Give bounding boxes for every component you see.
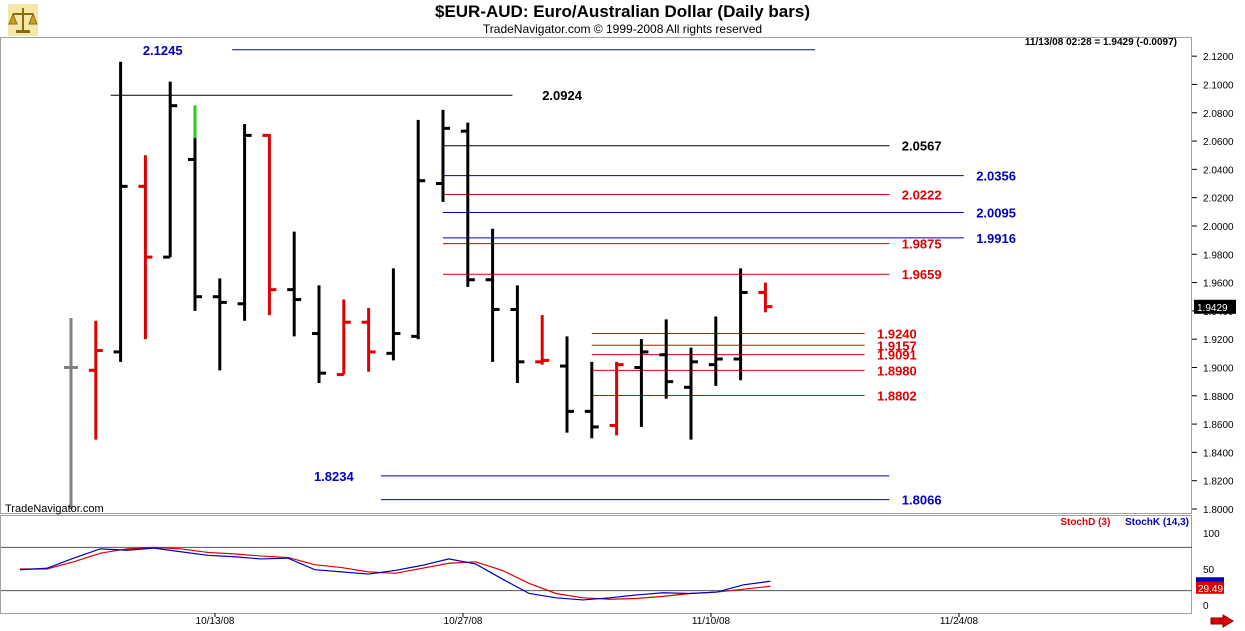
stochastic-panel: 100 50 0 29.49 bbox=[1, 529, 1224, 612]
level-label: 2.0567 bbox=[902, 139, 942, 154]
level-label: 1.9091 bbox=[877, 348, 917, 363]
stoch-k-last-box bbox=[1196, 577, 1224, 587]
stoch-d-last-label: 29.49 bbox=[1198, 584, 1223, 595]
ohlc-bar bbox=[113, 61, 128, 362]
ohlc-bar bbox=[584, 361, 599, 439]
ohlc-bar bbox=[64, 317, 78, 509]
ohlc-bar bbox=[510, 285, 525, 384]
chart-subtitle: TradeNavigator.com © 1999-2008 All right… bbox=[482, 22, 763, 36]
ohlc-bar bbox=[684, 347, 698, 440]
stochastic-legend: StochD (3) StochK (14,3) bbox=[1060, 517, 1189, 528]
stoch-tick-label: 50 bbox=[1203, 565, 1215, 576]
level-label: 2.0222 bbox=[902, 188, 942, 203]
ohlc-bar bbox=[609, 361, 624, 436]
date-tick-label: 11/10/08 bbox=[692, 616, 731, 627]
ohlc-bar bbox=[386, 268, 401, 361]
ohlc-bar bbox=[287, 231, 302, 337]
price-tick-label: 1.9800 bbox=[1203, 250, 1234, 261]
last-price-label: 1.9429 bbox=[1197, 303, 1228, 314]
level-label: 1.8066 bbox=[902, 493, 942, 508]
price-panel-border bbox=[0, 37, 1192, 514]
watermark-label: TradeNavigator.com bbox=[5, 503, 104, 515]
level-label: 1.8234 bbox=[314, 469, 355, 484]
level-label: 1.9916 bbox=[976, 231, 1016, 246]
stoch-tick-label: 0 bbox=[1203, 601, 1209, 612]
price-tick-label: 2.0600 bbox=[1203, 137, 1234, 148]
ohlc-bar bbox=[163, 81, 178, 259]
logo-icon bbox=[8, 4, 38, 36]
ohlc-bars bbox=[64, 61, 773, 509]
date-tick-label: 10/13/08 bbox=[196, 616, 235, 627]
level-label: 1.9157 bbox=[877, 338, 917, 353]
ohlc-bar bbox=[708, 316, 723, 386]
price-tick-label: 1.8400 bbox=[1203, 448, 1234, 459]
last-price-box bbox=[1194, 299, 1236, 314]
stoch-k-line bbox=[19, 547, 771, 601]
chart-frame bbox=[0, 37, 1192, 614]
ohlc-bar bbox=[188, 105, 202, 311]
ohlc-bar bbox=[262, 133, 277, 316]
ohlc-bar bbox=[560, 336, 574, 433]
price-tick-label: 2.1200 bbox=[1203, 52, 1234, 63]
chart-title: $EUR-AUD: Euro/Australian Dollar (Daily … bbox=[434, 2, 810, 21]
ohlc-bar bbox=[88, 320, 103, 440]
price-tick-label: 2.0000 bbox=[1203, 222, 1234, 233]
ohlc-bar bbox=[485, 228, 500, 362]
ohlc-bar bbox=[659, 319, 674, 399]
ohlc-bar bbox=[411, 119, 426, 340]
ohlc-bar bbox=[758, 282, 773, 313]
scroll-right-arrow-icon[interactable] bbox=[1209, 614, 1235, 628]
level-label: 1.8980 bbox=[877, 363, 917, 378]
price-tick-label: 2.0200 bbox=[1203, 194, 1234, 205]
price-axis: 2.1200 2.1000 2.0800 2.0600 2.0400 2.0200 2.00… bbox=[1192, 52, 1236, 516]
ohlc-bar bbox=[312, 285, 326, 384]
ohlc-bar bbox=[361, 308, 376, 372]
stoch-k-legend: StochK (14,3) bbox=[1125, 517, 1189, 528]
price-tick-label: 1.9600 bbox=[1203, 279, 1234, 290]
date-axis: 10/13/08 10/27/08 11/10/08 11/24/08 bbox=[196, 613, 979, 627]
level-label: 1.8802 bbox=[877, 389, 917, 404]
price-tick-label: 1.8600 bbox=[1203, 420, 1234, 431]
price-tick-label: 1.8800 bbox=[1203, 392, 1234, 403]
level-label: 2.0924 bbox=[542, 88, 583, 103]
date-tick-label: 11/24/08 bbox=[940, 616, 979, 627]
price-tick-label: 2.0400 bbox=[1203, 165, 1234, 176]
ohlc-bar bbox=[535, 315, 550, 365]
stochastic-panel-border bbox=[0, 515, 1192, 614]
level-label: 1.9240 bbox=[877, 327, 917, 342]
ohlc-bar bbox=[733, 268, 748, 381]
price-tick-label: 2.1000 bbox=[1203, 80, 1234, 91]
ohlc-bar bbox=[634, 339, 649, 427]
ohlc-bar bbox=[436, 109, 450, 202]
ohlc-bar bbox=[237, 124, 252, 321]
ohlc-bar bbox=[336, 299, 351, 377]
price-tick-label: 2.0800 bbox=[1203, 109, 1234, 120]
level-label: 2.1245 bbox=[143, 43, 183, 58]
level-label: 2.0095 bbox=[976, 206, 1016, 221]
level-label: 2.0356 bbox=[976, 169, 1016, 184]
price-tick-label: 1.8200 bbox=[1203, 477, 1234, 488]
support-resistance-levels: 2.1245 2.0924 2.0567 2.0356 2.0222 2.0095 1.99… bbox=[110, 43, 1016, 508]
stoch-d-last-box bbox=[1196, 581, 1224, 594]
price-tick-label: 1.9200 bbox=[1203, 335, 1234, 346]
ohlc-bar bbox=[138, 155, 153, 340]
ohlc-bar bbox=[212, 278, 227, 371]
stoch-tick-label: 100 bbox=[1203, 529, 1220, 540]
stoch-d-legend: StochD (3) bbox=[1060, 517, 1111, 528]
date-tick-label: 10/27/08 bbox=[444, 616, 483, 627]
price-tick-label: 1.9000 bbox=[1203, 363, 1234, 374]
price-tick-label: 1.8000 bbox=[1203, 505, 1234, 516]
stoch-d-line bbox=[20, 546, 771, 600]
ohlc-bar bbox=[460, 122, 475, 287]
level-label: 1.9875 bbox=[902, 237, 942, 252]
level-label: 1.9659 bbox=[902, 267, 942, 282]
last-quote: 11/13/08 02:28 = 1.9429 (-0.0097) bbox=[1024, 37, 1177, 48]
